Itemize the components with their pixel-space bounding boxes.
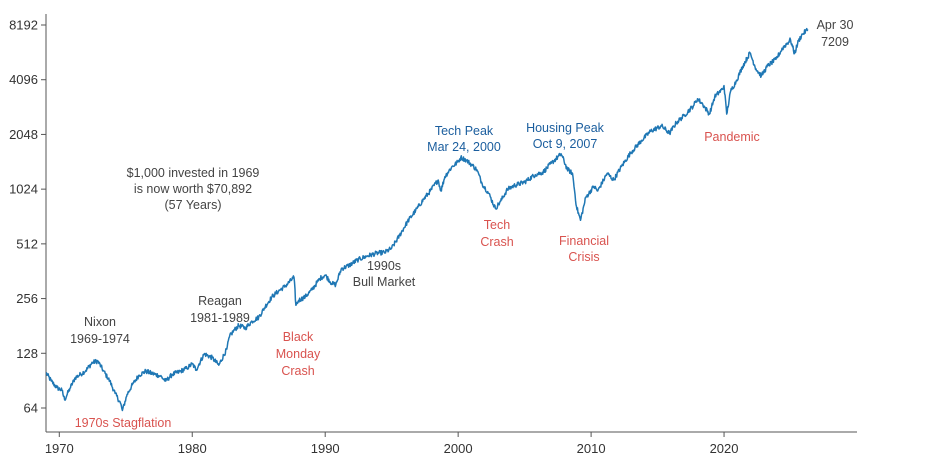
x-tick-label: 1970: [45, 441, 74, 456]
annotation-reagan: Reagan 1981-1989: [190, 294, 250, 325]
annotation-pandemic: Pandemic: [704, 130, 760, 144]
annotation-text: Bull Market: [353, 275, 416, 289]
annotation-text: is now worth $70,892: [134, 182, 252, 196]
y-tick-label: 64: [24, 401, 38, 416]
annotation-text: Apr 30: [817, 18, 854, 32]
annotation-invested: $1,000 invested in 1969 is now worth $70,…: [127, 166, 260, 212]
annotation-text: $1,000 invested in 1969: [127, 166, 260, 180]
annotation-tech-crash: Tech Crash: [480, 218, 513, 249]
annotation-text: 1970s Stagflation: [75, 416, 172, 430]
annotation-black-monday: Black Monday Crash: [276, 330, 321, 378]
y-tick-label: 512: [16, 236, 38, 251]
annotation-nixon: Nixon 1969-1974: [70, 315, 130, 346]
x-tick-label: 1980: [178, 441, 207, 456]
annotation-text: Financial: [559, 234, 609, 248]
annotation-text: (57 Years): [165, 198, 222, 212]
annotation-financial-crisis: Financial Crisis: [559, 234, 609, 264]
annotation-text: Crash: [480, 235, 513, 249]
annotation-text: 7209: [821, 35, 849, 49]
y-tick-label: 1024: [9, 182, 38, 197]
y-tick-label: 128: [16, 346, 38, 361]
annotation-text: Crisis: [568, 250, 599, 264]
annotation-text: 1969-1974: [70, 332, 130, 346]
y-tick-label: 2048: [9, 127, 38, 142]
annotation-latest: Apr 30 7209: [817, 18, 854, 49]
annotation-housing-peak: Housing Peak Oct 9, 2007: [526, 121, 605, 151]
annotation-text: Housing Peak: [526, 121, 605, 135]
annotations: $1,000 invested in 1969 is now worth $70,…: [70, 18, 853, 430]
y-tick-label: 4096: [9, 72, 38, 87]
annotation-stagflation: 1970s Stagflation: [75, 416, 172, 430]
annotation-text: Tech Peak: [435, 124, 494, 138]
annotation-text: Oct 9, 2007: [533, 137, 598, 151]
annotation-text: Nixon: [84, 315, 116, 329]
series-line: [45, 27, 809, 412]
annotation-text: Tech: [484, 218, 510, 232]
annotation-text: Monday: [276, 347, 321, 361]
axes: [45, 14, 857, 433]
annotation-text: 1990s: [367, 259, 401, 273]
x-tick-label: 2000: [444, 441, 473, 456]
annotation-text: Reagan: [198, 294, 242, 308]
annotation-text: Crash: [281, 364, 314, 378]
y-tick-label: 8192: [9, 18, 38, 33]
annotation-text: Pandemic: [704, 130, 760, 144]
y-tick-label: 256: [16, 291, 38, 306]
series-layer: [45, 27, 809, 412]
annotation-text: 1981-1989: [190, 311, 250, 325]
annotation-text: Mar 24, 2000: [427, 140, 501, 154]
annotation-bull-market: 1990s Bull Market: [353, 259, 416, 289]
x-tick-label: 2020: [710, 441, 739, 456]
x-tick-label: 2010: [577, 441, 606, 456]
x-tick-label: 1990: [311, 441, 340, 456]
annotation-tech-peak: Tech Peak Mar 24, 2000: [427, 124, 501, 154]
annotation-text: Black: [283, 330, 314, 344]
tick-labels: 64 128 256 512 1024 2048 4096 8192 1970 1980 1990 2…: [9, 18, 738, 457]
